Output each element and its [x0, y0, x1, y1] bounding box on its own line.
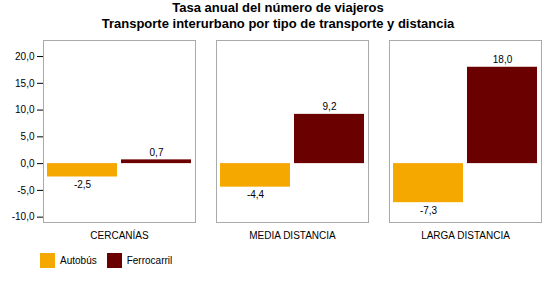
svg-text:18,0: 18,0: [493, 54, 513, 65]
html-text:Autobús: Autobús: [60, 255, 97, 266]
svg-text:10,0: 10,0: [15, 104, 35, 115]
svg-text:0,0: 0,0: [21, 158, 35, 169]
svg-text:CERCANÍAS: CERCANÍAS: [90, 229, 149, 241]
svg-text:-5,0: -5,0: [17, 185, 35, 196]
svg-text:LARGA DISTANCIA: LARGA DISTANCIA: [421, 230, 510, 241]
svg-text:MEDIA DISTANCIA: MEDIA DISTANCIA: [249, 230, 336, 241]
svg-text:-10,0: -10,0: [12, 211, 35, 222]
svg-text:9,2: 9,2: [323, 101, 337, 112]
svg-text:-2,5: -2,5: [74, 179, 92, 190]
html-text:Tasa anual del número de viaje: Tasa anual del número de viajeros: [172, 0, 384, 15]
html-text:Transporte interurbano por tip: Transporte interurbano por tipo de trans…: [101, 16, 455, 31]
html-text:Ferrocarril: Ferrocarril: [126, 255, 173, 266]
svg-text:-4,4: -4,4: [247, 189, 265, 200]
svg-text:0,7: 0,7: [150, 147, 164, 158]
svg-text:15,0: 15,0: [15, 78, 35, 89]
svg-text:20,0: 20,0: [15, 51, 35, 62]
svg-text:-7,3: -7,3: [420, 205, 438, 216]
svg-text:5,0: 5,0: [21, 131, 35, 142]
